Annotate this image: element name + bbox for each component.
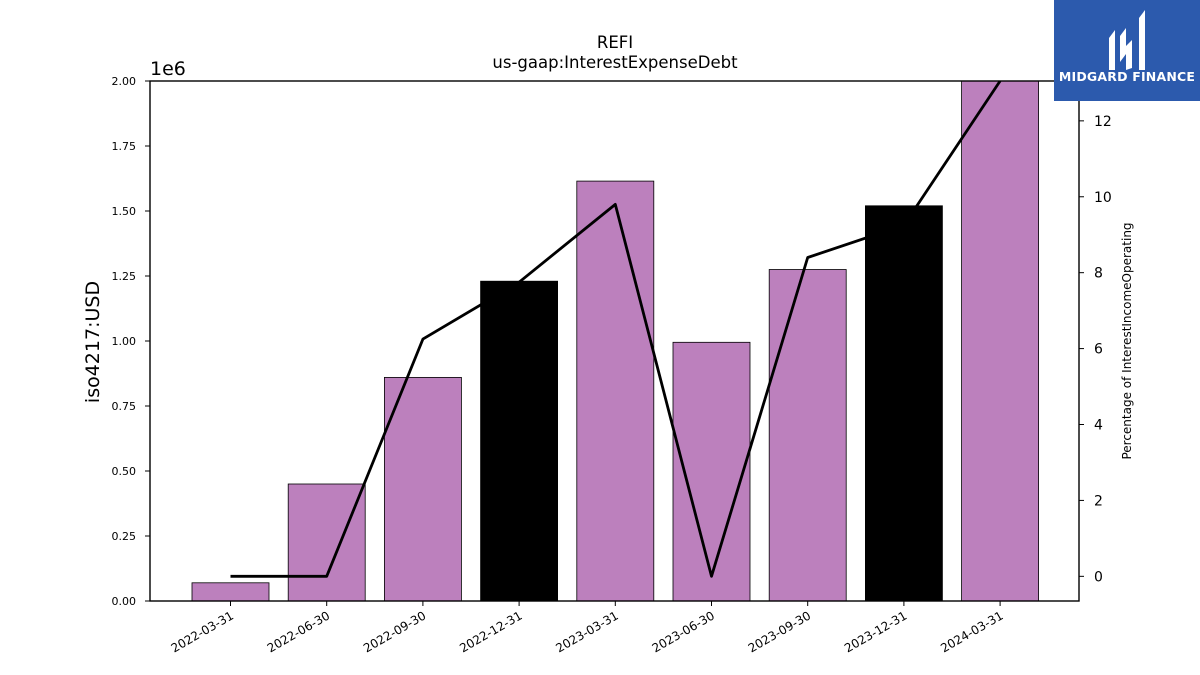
percentage-line [230,80,1002,578]
y-axis-label: iso4217:USD [82,281,104,403]
x-tick-label-2022-12-31: 2022-12-31 [457,608,524,655]
x-tick-label-2022-06-30: 2022-06-30 [265,608,332,655]
y-tick-label-7: 1.75 [112,140,137,153]
y-tick-label-8: 2.00 [112,75,137,88]
x-tick-label-2022-03-31: 2022-03-31 [169,608,236,655]
y2-axis: 0 2 4 6 8 10 12 [1079,114,1112,585]
y-axis: 0.00 0.25 0.50 0.75 1.00 1.25 1.50 1.75 2.00 [112,75,150,608]
bars [191,80,1039,602]
x-tick-label-2023-12-31: 2023-12-31 [842,608,909,655]
y-tick-label-5: 1.25 [112,270,137,283]
y2-tick-label-6: 12 [1094,114,1112,130]
x-tick-label-2022-09-30: 2022-09-30 [361,608,428,655]
bar-2023-09-30 [768,269,847,602]
y2-tick-label-3: 6 [1094,342,1103,358]
y2-tick-label-2: 4 [1094,418,1103,434]
y2-axis-label: Percentage of InterestIncomeOperating [1120,222,1134,459]
bar-2023-03-31 [576,180,655,602]
y-tick-label-1: 0.25 [112,530,137,543]
chart-title: REFI [597,33,633,52]
y-tick-label-3: 0.75 [112,400,137,413]
x-tick-label-2023-06-30: 2023-06-30 [650,608,717,655]
y2-tick-label-5: 10 [1094,190,1112,206]
y-tick-label-4: 1.00 [112,335,137,348]
y-tick-label-6: 1.50 [112,205,137,218]
x-axis: 2022-03-31 2022-06-30 2022-09-30 2022-12-31… [169,601,1006,655]
x-tick-label-2023-09-30: 2023-09-30 [746,608,813,655]
x-tick-label-2024-03-31: 2024-03-31 [938,608,1005,655]
bar-2022-09-30 [383,376,462,602]
y2-tick-label-0: 0 [1094,569,1103,585]
brand-logo: MIDGARD FINANCE [1054,0,1200,101]
bar-2023-12-31 [865,205,943,602]
x-tick-label-2023-03-31: 2023-03-31 [553,608,620,655]
line-layer [230,80,1002,578]
bar-2022-12-31 [480,280,559,602]
logo-text: MIDGARD FINANCE [1058,69,1196,84]
y-offset-text: 1e6 [150,58,186,80]
y-tick-label-0: 0.00 [112,595,137,608]
bar-2022-06-30 [287,483,366,602]
y2-tick-label-1: 2 [1094,493,1103,509]
bar-2022-03-31 [191,582,270,602]
y-tick-label-2: 0.50 [112,465,137,478]
bar-2024-03-31 [961,80,1039,602]
midgard-logo-icon [1109,10,1145,70]
chart-subtitle: us-gaap:InterestExpenseDebt [492,53,738,72]
y2-tick-label-4: 8 [1094,266,1103,282]
